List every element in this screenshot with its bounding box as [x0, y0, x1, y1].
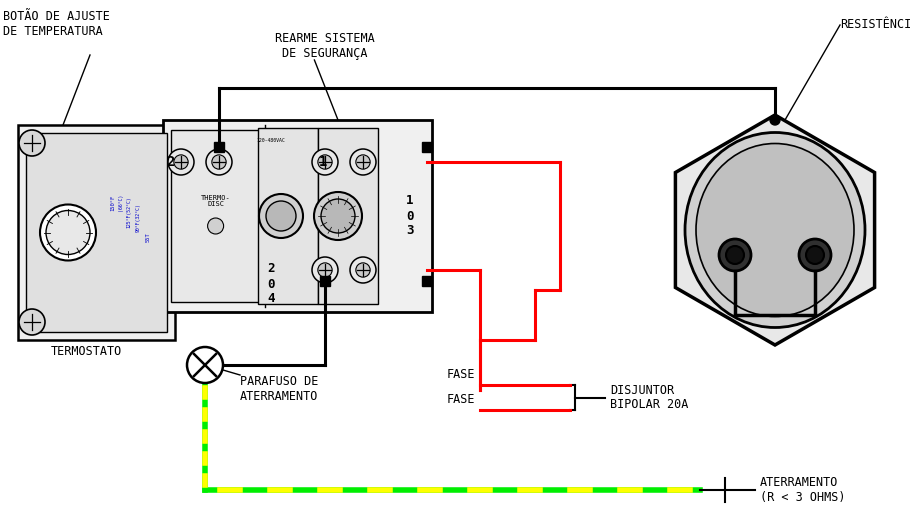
Text: 2
0
4: 2 0 4 — [267, 262, 275, 306]
Circle shape — [206, 149, 232, 175]
Circle shape — [19, 130, 45, 156]
Circle shape — [318, 155, 333, 169]
Bar — [320, 276, 330, 286]
Circle shape — [40, 204, 96, 260]
Circle shape — [187, 347, 223, 383]
Bar — [26, 133, 167, 332]
Bar — [163, 120, 432, 312]
Ellipse shape — [685, 132, 865, 327]
Text: FASE: FASE — [446, 368, 475, 381]
Text: 150°F: 150°F — [110, 194, 116, 211]
Text: (66°C): (66°C) — [118, 194, 124, 211]
Text: REARME SISTEMA
DE SEGURANÇA: REARME SISTEMA DE SEGURANÇA — [274, 32, 374, 60]
Bar — [258, 128, 318, 304]
Text: DISJUNTOR
BIPOLAR 20A: DISJUNTOR BIPOLAR 20A — [610, 384, 689, 412]
Text: TERMOSTATO: TERMOSTATO — [51, 345, 122, 358]
Text: FASE: FASE — [446, 393, 475, 406]
Text: 2: 2 — [166, 155, 174, 169]
Circle shape — [266, 201, 296, 231]
Text: ATERRAMENTO
(R < 3 OHMS): ATERRAMENTO (R < 3 OHMS) — [760, 476, 845, 504]
Circle shape — [726, 246, 744, 264]
Text: 55T: 55T — [146, 232, 150, 242]
Bar — [171, 130, 261, 302]
Circle shape — [356, 263, 370, 277]
Bar — [318, 128, 378, 304]
Text: 125°F(52°C): 125°F(52°C) — [127, 197, 131, 228]
Text: THERMO-
DISC: THERMO- DISC — [200, 194, 230, 208]
Circle shape — [19, 309, 45, 335]
Circle shape — [208, 218, 223, 234]
Circle shape — [212, 155, 226, 169]
Text: 1: 1 — [319, 155, 327, 169]
Circle shape — [719, 239, 751, 271]
Polygon shape — [675, 115, 875, 345]
Circle shape — [350, 257, 376, 283]
Bar — [422, 276, 432, 286]
Bar — [214, 142, 224, 152]
Circle shape — [356, 155, 370, 169]
Circle shape — [312, 257, 338, 283]
Circle shape — [350, 149, 376, 175]
Text: BOTÃO DE AJUSTE
DE TEMPERATURA: BOTÃO DE AJUSTE DE TEMPERATURA — [3, 10, 110, 38]
Circle shape — [46, 210, 90, 255]
Circle shape — [806, 246, 824, 264]
Text: 120-480VAC: 120-480VAC — [257, 138, 285, 142]
Circle shape — [259, 194, 303, 238]
Text: 90°F(32°C): 90°F(32°C) — [136, 203, 140, 232]
Text: RESISTÊNCIA: RESISTÊNCIA — [840, 18, 911, 31]
Text: PARAFUSO DE
ATERRAMENTO: PARAFUSO DE ATERRAMENTO — [240, 375, 318, 403]
Circle shape — [314, 192, 362, 240]
Bar — [18, 125, 175, 340]
Circle shape — [318, 263, 333, 277]
Text: 1
0
3: 1 0 3 — [406, 194, 414, 238]
Circle shape — [321, 199, 355, 233]
Circle shape — [312, 149, 338, 175]
Circle shape — [168, 149, 194, 175]
Bar — [422, 142, 432, 152]
Circle shape — [174, 155, 189, 169]
Circle shape — [799, 239, 831, 271]
Ellipse shape — [696, 143, 854, 317]
Circle shape — [770, 115, 780, 125]
